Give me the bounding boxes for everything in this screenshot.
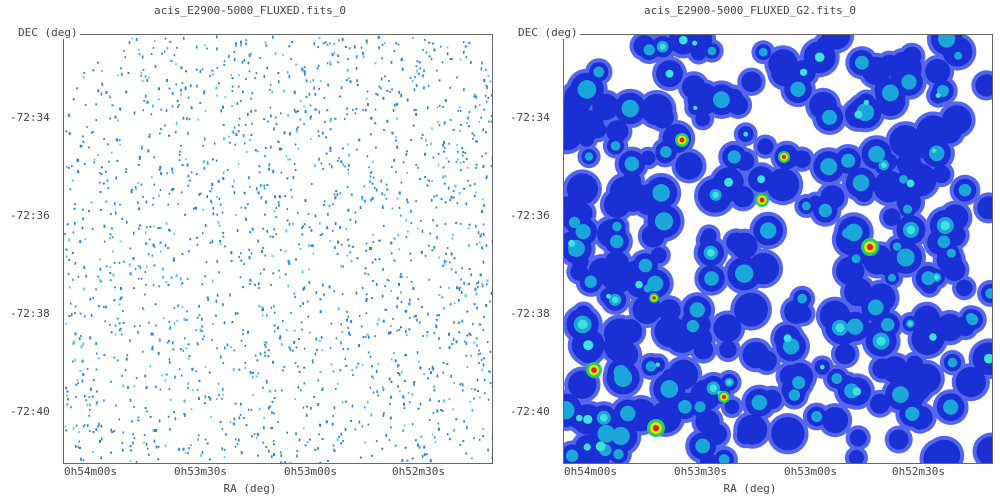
panel-title: acis_E2900-5000_FLUXED_G2.fits_0 [644, 4, 856, 17]
y-tick-label: -72:34 [510, 111, 550, 124]
smoothed-image [564, 35, 992, 463]
y-tick-label: -72:40 [10, 405, 50, 418]
y-tick-label: -72:40 [510, 405, 550, 418]
x-tick-label: 0h53m00s [284, 465, 337, 478]
x-tick-label: 0h54m00s [564, 465, 617, 478]
x-tick-label: 0h53m30s [674, 465, 727, 478]
raw-events-image [64, 35, 492, 463]
y-axis-label: DEC (deg) [16, 26, 80, 39]
image-frame[interactable] [563, 34, 993, 464]
y-tick-label: -72:38 [510, 307, 550, 320]
smoothed-image-panel: acis_E2900-5000_FLUXED_G2.fits_0 DEC (de… [500, 0, 1000, 502]
x-tick-label: 0h52m30s [392, 465, 445, 478]
x-axis-label: RA (deg) [223, 482, 277, 495]
x-tick-label: 0h52m30s [892, 465, 945, 478]
panel-title: acis_E2900-5000_FLUXED.fits_0 [153, 4, 347, 17]
x-tick-label: 0h53m00s [784, 465, 837, 478]
y-tick-label: -72:38 [10, 307, 50, 320]
y-tick-label: -72:36 [10, 209, 50, 222]
x-tick-label: 0h54m00s [64, 465, 117, 478]
x-tick-label: 0h53m30s [174, 465, 227, 478]
raw-image-panel: acis_E2900-5000_FLUXED.fits_0 DEC (deg) … [10, 4, 493, 495]
y-tick-label: -72:36 [510, 209, 550, 222]
y-tick-label: -72:34 [10, 111, 50, 124]
y-axis-label: DEC (deg) [516, 26, 580, 39]
image-frame[interactable] [63, 34, 493, 464]
x-axis-label: RA (deg) [723, 482, 777, 495]
